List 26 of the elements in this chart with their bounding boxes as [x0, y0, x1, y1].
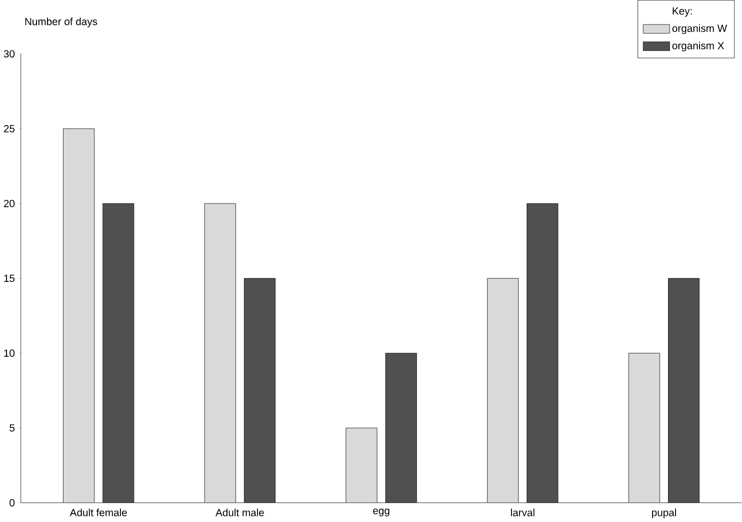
- legend-title: Key:: [672, 8, 692, 17]
- bar: [244, 278, 276, 503]
- bar: [487, 278, 519, 503]
- bar: [526, 204, 558, 503]
- legend-label: organism X: [672, 42, 724, 52]
- bar: [346, 428, 378, 503]
- bar: [628, 353, 660, 503]
- x-tick-label: Adult male: [216, 508, 264, 516]
- bar: [386, 353, 417, 503]
- legend-label: organism W: [672, 24, 728, 34]
- bar: [668, 278, 700, 503]
- y-axis-title: Number of days: [25, 18, 98, 28]
- bar: [204, 203, 236, 503]
- x-tick-label: pupal: [652, 508, 676, 518]
- y-tick-label: 10: [4, 350, 15, 357]
- y-tick-label: 25: [4, 125, 15, 132]
- x-tick-label: Adult female: [70, 508, 127, 516]
- y-tick-label: 15: [4, 274, 15, 282]
- bar: [63, 128, 95, 503]
- x-tick-label: larval: [511, 508, 534, 516]
- y-tick-label: 30: [4, 50, 15, 58]
- x-tick-label: egg: [373, 508, 390, 516]
- bar: [102, 204, 134, 503]
- y-tick-label: 20: [4, 200, 15, 208]
- y-tick-label: 5: [10, 424, 15, 432]
- y-tick-label: 0: [10, 499, 15, 507]
